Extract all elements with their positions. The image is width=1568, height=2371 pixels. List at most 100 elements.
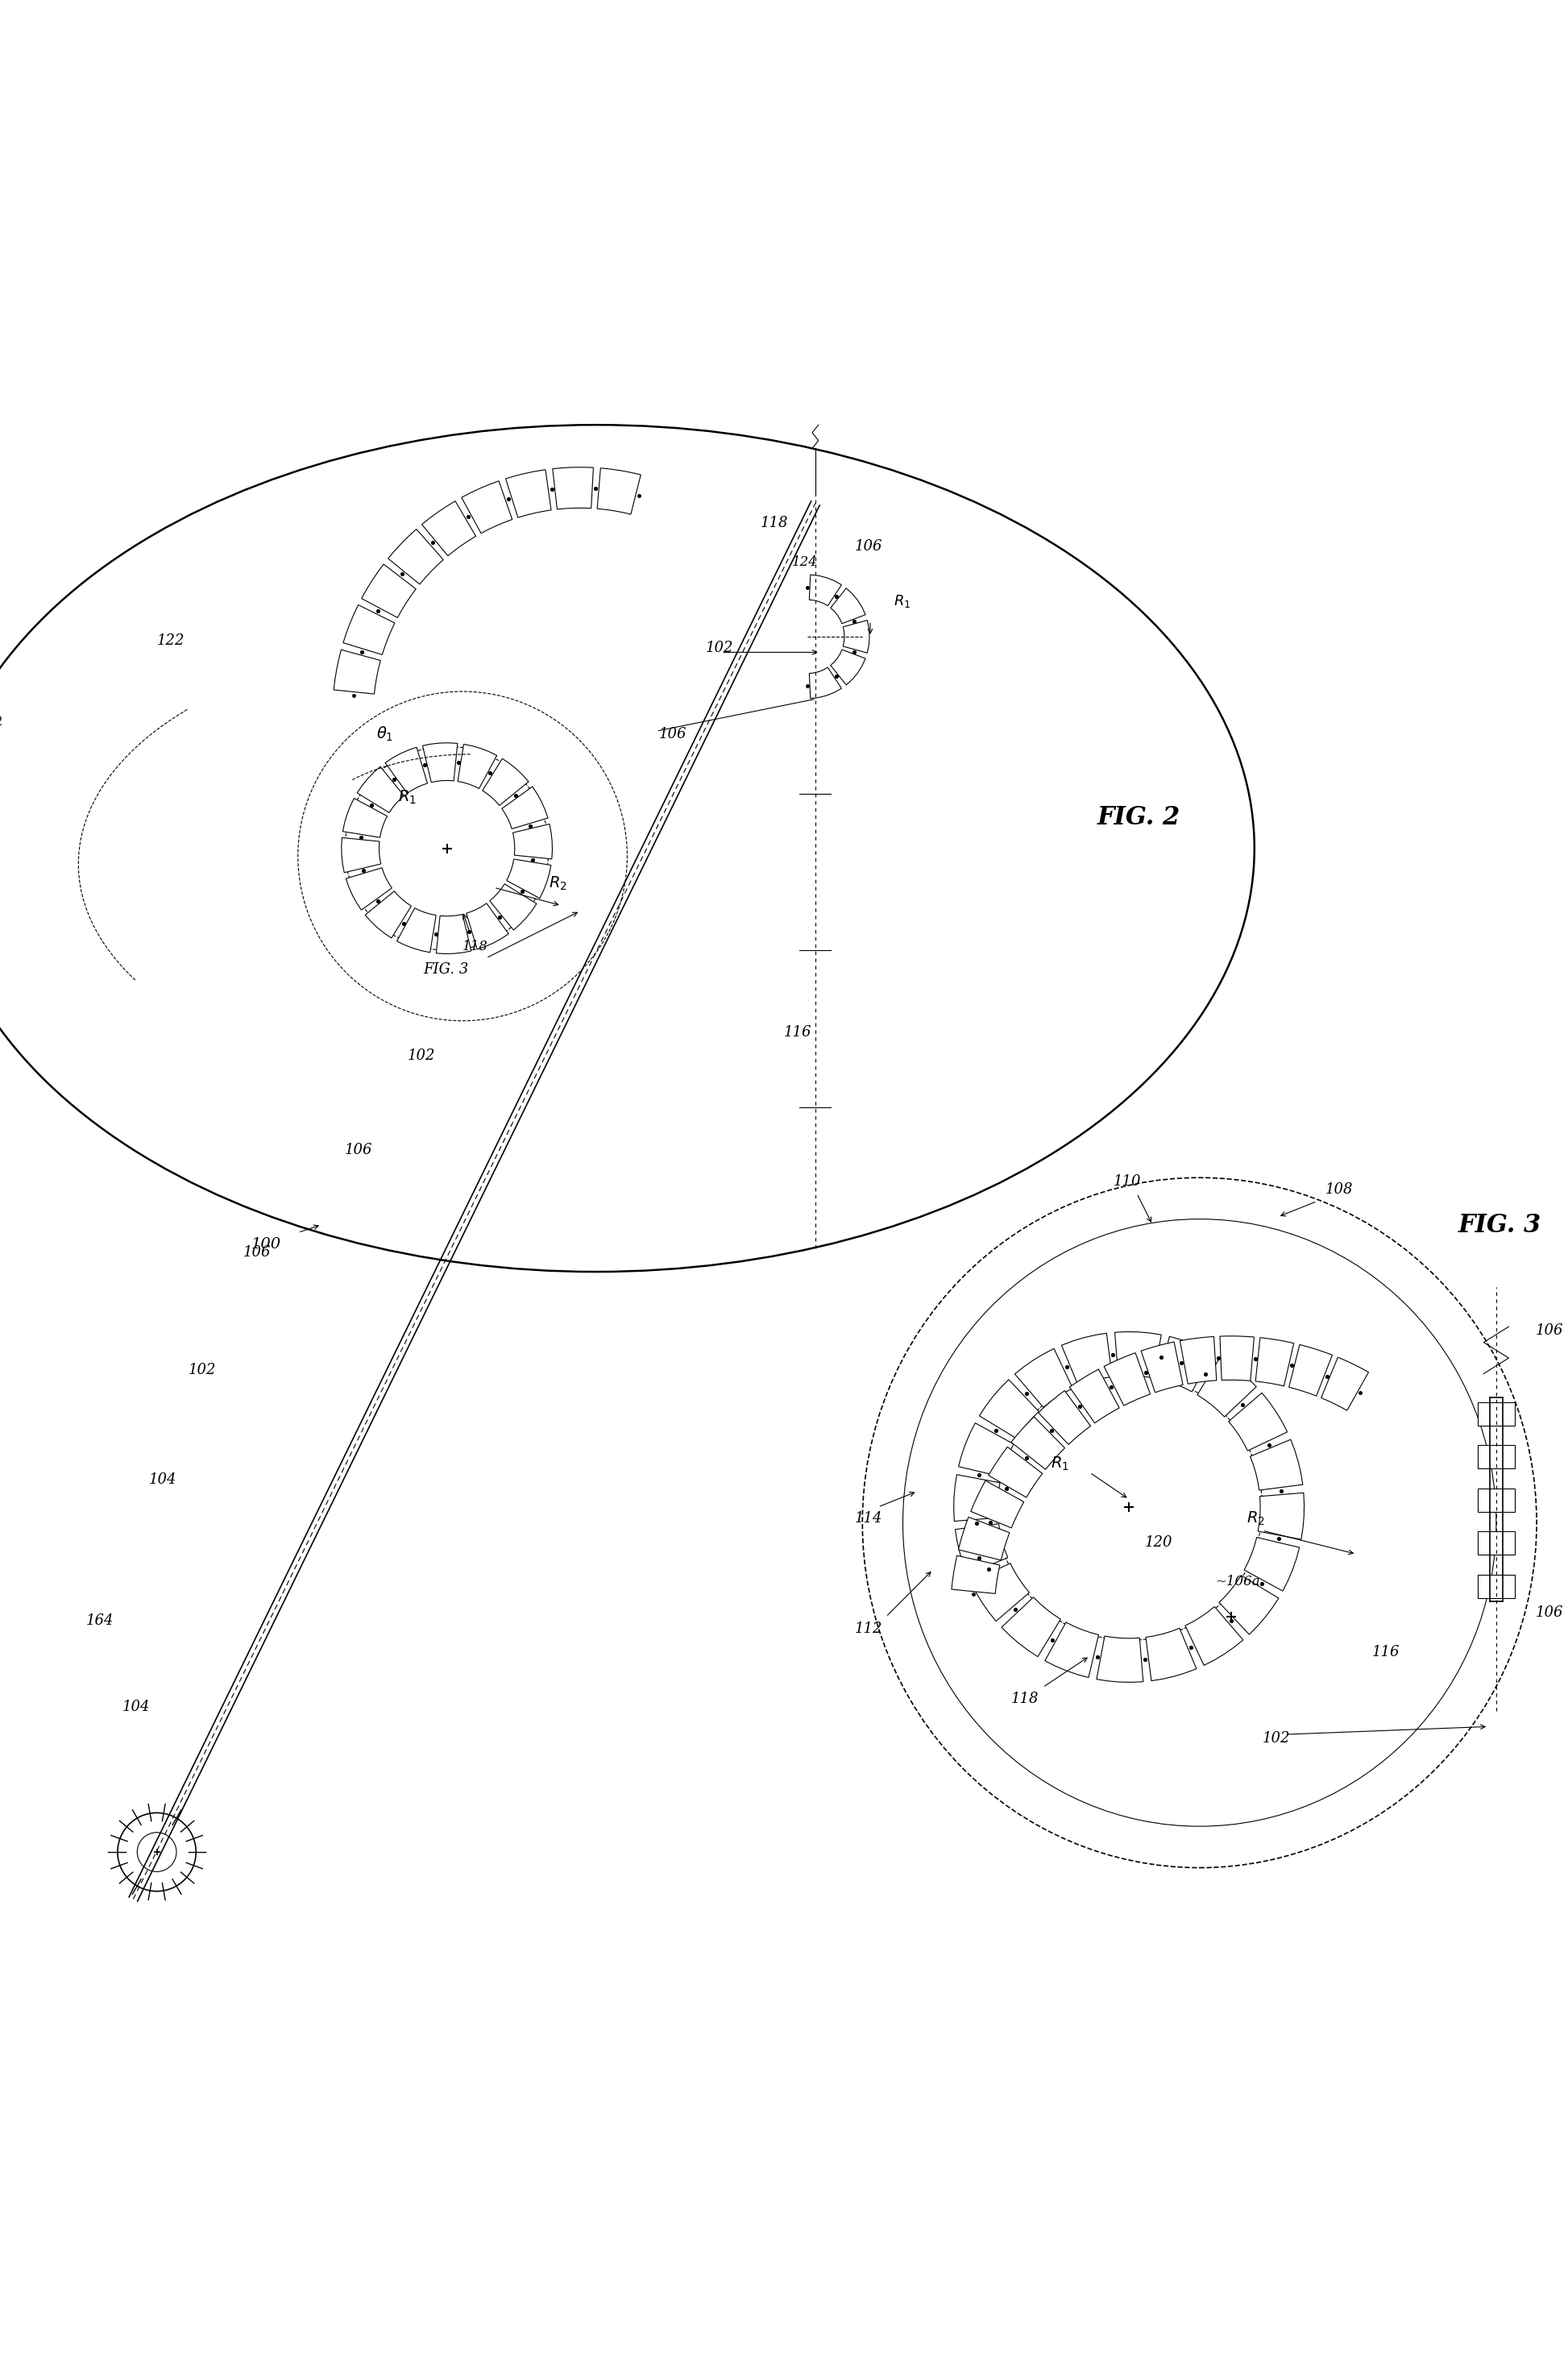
Polygon shape — [422, 500, 475, 555]
Polygon shape — [1218, 1574, 1278, 1634]
Polygon shape — [386, 747, 428, 794]
Text: $R_1$: $R_1$ — [894, 593, 911, 609]
Text: 118: 118 — [1011, 1693, 1040, 1707]
Polygon shape — [958, 1517, 1010, 1560]
Polygon shape — [955, 1525, 1008, 1574]
Polygon shape — [1115, 1333, 1162, 1378]
Polygon shape — [1002, 1598, 1060, 1657]
Polygon shape — [958, 1423, 1014, 1477]
Text: 106: 106 — [855, 538, 883, 552]
Text: 102: 102 — [408, 1048, 436, 1062]
Text: 164: 164 — [86, 1612, 114, 1629]
Polygon shape — [397, 908, 436, 953]
Polygon shape — [342, 837, 381, 873]
Polygon shape — [809, 574, 842, 605]
Polygon shape — [831, 650, 866, 685]
Polygon shape — [1069, 1368, 1120, 1423]
Text: 112: 112 — [855, 1622, 883, 1636]
Text: 104: 104 — [149, 1472, 177, 1487]
Polygon shape — [1096, 1636, 1143, 1683]
Polygon shape — [971, 1480, 1024, 1527]
Polygon shape — [988, 1446, 1043, 1498]
Polygon shape — [506, 858, 550, 899]
Text: 120: 120 — [1145, 1534, 1173, 1548]
Polygon shape — [489, 884, 536, 929]
Polygon shape — [1038, 1392, 1091, 1444]
Polygon shape — [1044, 1622, 1099, 1679]
Polygon shape — [1181, 1337, 1217, 1385]
Polygon shape — [1229, 1392, 1287, 1451]
Polygon shape — [389, 529, 444, 583]
Polygon shape — [953, 1475, 1000, 1522]
Text: 116: 116 — [784, 1024, 812, 1041]
Text: 106: 106 — [1535, 1605, 1563, 1619]
Polygon shape — [513, 825, 552, 858]
Polygon shape — [334, 650, 381, 695]
Text: 104: 104 — [122, 1700, 151, 1714]
Text: 100: 100 — [251, 1238, 281, 1252]
Text: 122: 122 — [157, 633, 185, 647]
Bar — [1477, 1444, 1515, 1468]
Text: 118: 118 — [760, 515, 789, 531]
Polygon shape — [552, 467, 593, 510]
Polygon shape — [831, 588, 866, 624]
Text: FIG. 3: FIG. 3 — [423, 963, 469, 977]
Polygon shape — [971, 1562, 1029, 1622]
Polygon shape — [1062, 1333, 1112, 1385]
Polygon shape — [343, 799, 387, 837]
Text: $R_1$: $R_1$ — [398, 790, 417, 806]
Polygon shape — [1220, 1337, 1254, 1380]
Text: $\theta_1$: $\theta_1$ — [376, 726, 394, 742]
Text: $\theta_2$: $\theta_2$ — [0, 709, 3, 728]
Polygon shape — [1250, 1439, 1303, 1491]
Polygon shape — [1011, 1418, 1065, 1470]
Polygon shape — [1014, 1349, 1073, 1408]
Polygon shape — [597, 467, 641, 515]
Bar — [1477, 1489, 1515, 1513]
Text: FIG. 2: FIG. 2 — [1098, 806, 1181, 830]
Polygon shape — [1146, 1629, 1196, 1681]
Text: 106: 106 — [243, 1245, 271, 1259]
Polygon shape — [1185, 1608, 1243, 1664]
Polygon shape — [505, 469, 552, 517]
Bar — [1477, 1401, 1515, 1425]
Text: 116: 116 — [1372, 1645, 1400, 1660]
Text: 124: 124 — [792, 555, 817, 569]
Polygon shape — [461, 481, 513, 533]
Polygon shape — [502, 787, 547, 830]
Polygon shape — [980, 1380, 1040, 1439]
Text: $R_2$: $R_2$ — [549, 875, 568, 891]
Text: $R_2$: $R_2$ — [1247, 1510, 1265, 1527]
Polygon shape — [952, 1555, 1000, 1593]
Polygon shape — [1198, 1356, 1256, 1418]
Polygon shape — [483, 759, 528, 806]
Polygon shape — [466, 903, 508, 948]
Text: 118: 118 — [463, 939, 488, 953]
Text: 106: 106 — [1535, 1323, 1563, 1337]
Text: 102: 102 — [706, 640, 734, 654]
Text: 102: 102 — [188, 1363, 216, 1378]
Text: $R_1$: $R_1$ — [1051, 1456, 1069, 1472]
Polygon shape — [343, 605, 395, 654]
Polygon shape — [358, 766, 405, 813]
Polygon shape — [1258, 1494, 1305, 1539]
Polygon shape — [1256, 1337, 1294, 1387]
Polygon shape — [365, 891, 411, 939]
Polygon shape — [1289, 1344, 1333, 1397]
Bar — [1477, 1532, 1515, 1555]
Bar — [1477, 1574, 1515, 1598]
Text: 106: 106 — [659, 728, 687, 742]
Text: ~106a: ~106a — [1215, 1574, 1261, 1589]
Text: 110: 110 — [1113, 1174, 1142, 1188]
Polygon shape — [1104, 1354, 1151, 1406]
Text: 102: 102 — [1262, 1731, 1290, 1745]
Polygon shape — [1322, 1356, 1369, 1411]
Text: 114: 114 — [855, 1510, 883, 1527]
Polygon shape — [844, 621, 869, 652]
Polygon shape — [423, 742, 458, 782]
Text: 108: 108 — [1325, 1183, 1353, 1197]
Polygon shape — [1142, 1342, 1182, 1392]
Text: 106: 106 — [345, 1143, 373, 1157]
Polygon shape — [362, 564, 416, 616]
Polygon shape — [809, 666, 842, 699]
